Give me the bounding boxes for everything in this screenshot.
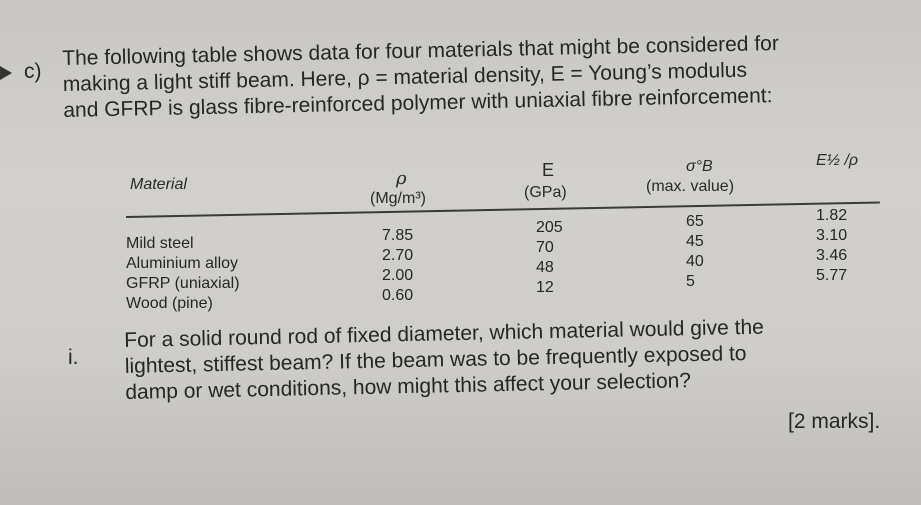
header-rho-unit: (Mg/m³)	[370, 190, 426, 207]
table-cell-material: Mild steel	[126, 235, 194, 252]
header-material: Material	[130, 176, 187, 193]
table-cell-ratio: 3.46	[816, 247, 848, 264]
table-cell-e: 48	[536, 259, 554, 276]
table-cell-rho: 2.00	[382, 267, 414, 284]
marks-label: [2 marks].	[788, 410, 881, 433]
column-rho: 7.85 2.70 2.00 0.60	[382, 226, 413, 306]
column-e: 205 70 48 12	[536, 218, 563, 298]
table-cell-material: Wood (pine)	[126, 295, 213, 312]
table-cell-e: 205	[536, 219, 563, 236]
subquestion-text: For a solid round rod of fixed diameter,…	[124, 312, 905, 406]
table-cell-ratio: 5.77	[816, 267, 848, 284]
table-cell-sigma: 5	[686, 273, 695, 290]
subquestion-label: i.	[68, 346, 79, 369]
table-cell-sigma: 45	[686, 233, 704, 250]
table-cell-rho: 0.60	[382, 287, 414, 304]
table-cell-ratio: 1.82	[816, 207, 848, 224]
bullet-arrow-icon	[0, 66, 12, 80]
table-cell-rho: 2.70	[382, 247, 414, 264]
table-cell-e: 70	[536, 239, 554, 256]
header-e-symbol: E	[542, 160, 555, 180]
table-cell-sigma: 65	[686, 213, 704, 230]
header-sigma-symbol: σ°B	[686, 158, 713, 175]
table-cell-material: GFRP (uniaxial)	[126, 275, 240, 292]
column-sigma: 65 45 40 5	[686, 212, 704, 292]
header-rho-symbol: ρ	[396, 168, 407, 189]
table-cell-e: 12	[536, 279, 554, 296]
table-cell-sigma: 40	[686, 253, 704, 270]
table-header-rule	[126, 201, 880, 218]
question-intro: The following table shows data for four …	[62, 29, 883, 124]
header-e-unit: (GPa)	[524, 184, 567, 201]
table-cell-ratio: 3.10	[816, 227, 848, 244]
header-ratio-symbol: E½ /ρ	[816, 152, 859, 169]
table-cell-rho: 7.85	[382, 227, 414, 244]
materials-table: Material ρ (Mg/m³) E (GPa) σ°B (max. val…	[126, 150, 886, 325]
table-cell-material: Aluminium alloy	[126, 255, 239, 272]
question-label: c)	[24, 60, 42, 83]
column-material: Mild steel Aluminium alloy GFRP (uniaxia…	[126, 234, 240, 314]
column-ratio: 1.82 3.10 3.46 5.77	[816, 206, 847, 286]
header-sigma-unit: (max. value)	[646, 178, 735, 195]
